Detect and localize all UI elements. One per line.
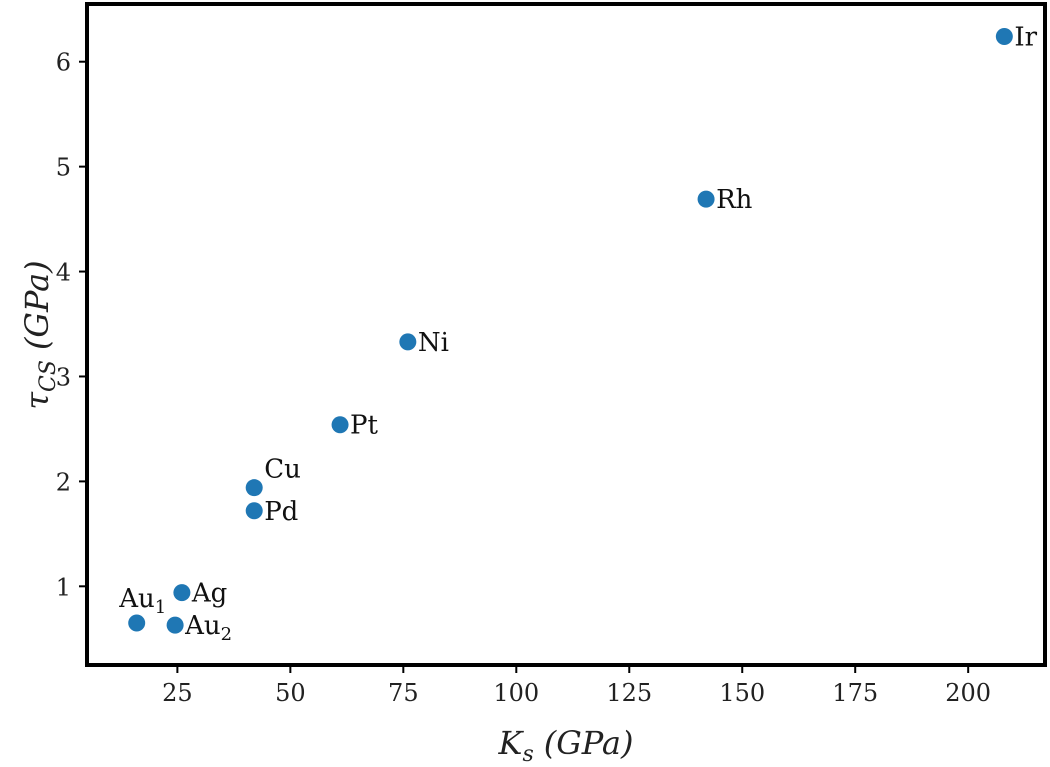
point-label: Ir (1014, 23, 1037, 53)
point-label: Pd (264, 497, 298, 527)
x-axis-title: Ks (GPa) (498, 724, 634, 767)
y-tick-label: 3 (56, 363, 71, 391)
data-point (245, 479, 263, 497)
y-axis-ticks: 1 2 3 4 5 6 (56, 49, 87, 601)
point-label: Au2 (184, 611, 232, 645)
x-tick-label: 100 (493, 679, 539, 707)
plot-frame (85, 2, 1047, 667)
x-axis-ticks: 25 50 75 100 125 150 175 200 (162, 665, 991, 707)
point-label: Ag (191, 579, 227, 609)
data-point (331, 416, 349, 434)
y-tick-label: 6 (56, 49, 71, 77)
point-label: Rh (716, 185, 753, 215)
x-tick-label: 25 (162, 679, 193, 707)
data-point (245, 502, 263, 520)
x-tick-label: 175 (832, 679, 878, 707)
data-point (173, 584, 191, 602)
data-point (697, 190, 715, 208)
point-label: Au1 (118, 584, 166, 618)
x-tick-label: 150 (719, 679, 765, 707)
y-axis-title: τCS(GPa) (18, 260, 61, 409)
x-tick-label: 125 (606, 679, 652, 707)
y-tick-label: 4 (56, 259, 71, 287)
data-point (995, 28, 1013, 46)
point-label: Ni (418, 328, 449, 358)
y-tick-label: 1 (56, 573, 71, 601)
x-tick-label: 75 (388, 679, 419, 707)
data-point (399, 333, 417, 351)
x-tick-label: 200 (945, 679, 991, 707)
y-tick-label: 2 (56, 468, 71, 496)
point-label: Cu (264, 455, 301, 485)
x-tick-label: 50 (275, 679, 306, 707)
data-point (128, 614, 146, 632)
point-label: Pt (350, 411, 378, 441)
data-point (166, 616, 184, 634)
y-tick-label: 5 (56, 154, 71, 182)
